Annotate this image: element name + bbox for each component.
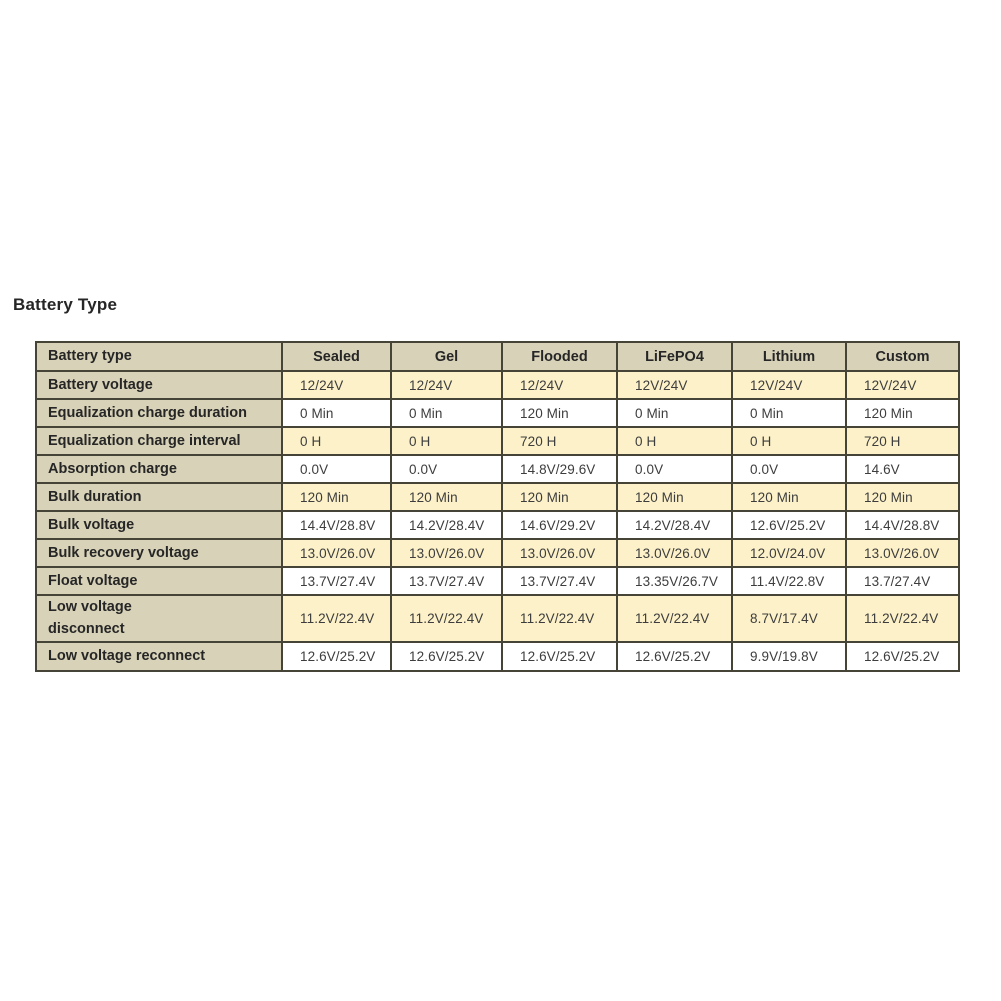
cell-value: 12.6V/25.2V — [501, 640, 618, 672]
cell-value: 12.6V/25.2V — [281, 640, 392, 672]
cell-value: 14.6V/29.2V — [501, 510, 618, 540]
cell-value: 0 Min — [616, 398, 733, 428]
cell-value: 0 H — [731, 426, 847, 456]
table-row: Bulk recovery voltage 13.0V/26.0V 13.0V/26… — [35, 538, 960, 568]
cell-value: 14.2V/28.4V — [390, 510, 503, 540]
cell-value: 720 H — [501, 426, 618, 456]
cell-value: 12V/24V — [616, 370, 733, 400]
cell-value: 0 H — [281, 426, 392, 456]
row-label: Bulk voltage — [35, 510, 283, 540]
row-label: Float voltage — [35, 566, 283, 596]
table-row: Low voltage reconnect 12.6V/25.2V 12.6V/25… — [35, 640, 960, 672]
cell-value: 120 Min — [390, 482, 503, 512]
cell-value: 0.0V — [390, 454, 503, 484]
cell-value: 9.9V/19.8V — [731, 640, 847, 672]
row-label: Absorption charge — [35, 454, 283, 484]
cell-value: 120 Min — [845, 398, 960, 428]
cell-value: 12V/24V — [845, 370, 960, 400]
table-row: Bulk voltage 14.4V/28.8V 14.2V/28.4V 14.6V/… — [35, 510, 960, 540]
cell-value: 14.4V/28.8V — [845, 510, 960, 540]
cell-value: 12/24V — [501, 370, 618, 400]
cell-value: 11.2V/22.4V — [501, 594, 618, 643]
cell-value: 13.0V/26.0V — [616, 538, 733, 568]
row-label: Bulk recovery voltage — [35, 538, 283, 568]
table-row: Float voltage 13.7V/27.4V 13.7V/27.4V 13.7V… — [35, 566, 960, 596]
table-body: Battery voltage 12/24V 12/24V 12/24V 12V/24V… — [35, 370, 960, 672]
cell-value: 120 Min — [281, 482, 392, 512]
cell-value: 13.7V/27.4V — [501, 566, 618, 596]
column-header-lifepo4: LiFePO4 — [616, 341, 733, 372]
cell-value: 12/24V — [390, 370, 503, 400]
cell-value: 11.2V/22.4V — [845, 594, 960, 643]
cell-value: 12.6V/25.2V — [616, 640, 733, 672]
column-header-flooded: Flooded — [501, 341, 618, 372]
cell-value: 13.7/27.4V — [845, 566, 960, 596]
cell-value: 120 Min — [501, 482, 618, 512]
cell-value: 14.8V/29.6V — [501, 454, 618, 484]
row-label: Equalization charge duration — [35, 398, 283, 428]
cell-value: 0.0V — [731, 454, 847, 484]
cell-value: 11.2V/22.4V — [390, 594, 503, 643]
cell-value: 13.35V/26.7V — [616, 566, 733, 596]
row-label: Bulk duration — [35, 482, 283, 512]
cell-value: 120 Min — [845, 482, 960, 512]
cell-value: 120 Min — [616, 482, 733, 512]
row-label: Equalization charge interval — [35, 426, 283, 456]
row-label: Low voltage disconnect — [35, 594, 283, 643]
cell-value: 8.7V/17.4V — [731, 594, 847, 643]
cell-value: 13.7V/27.4V — [390, 566, 503, 596]
table-header-row: Battery type Sealed Gel Flooded LiFePO4 … — [35, 341, 960, 372]
table-row: Bulk duration 120 Min 120 Min 120 Min 120 Mi… — [35, 482, 960, 512]
cell-value: 13.7V/27.4V — [281, 566, 392, 596]
cell-value: 0 H — [616, 426, 733, 456]
cell-value: 0.0V — [281, 454, 392, 484]
cell-value: 0 H — [390, 426, 503, 456]
cell-value: 14.6V — [845, 454, 960, 484]
cell-value: 12V/24V — [731, 370, 847, 400]
row-label: Low voltage reconnect — [35, 640, 283, 672]
cell-value: 13.0V/26.0V — [281, 538, 392, 568]
table-row: Absorption charge 0.0V 0.0V 14.8V/29.6V 0.0V… — [35, 454, 960, 484]
cell-value: 11.2V/22.4V — [281, 594, 392, 643]
cell-value: 11.2V/22.4V — [616, 594, 733, 643]
column-header-custom: Custom — [845, 341, 960, 372]
column-header-lithium: Lithium — [731, 341, 847, 372]
page-title: Battery Type — [13, 295, 118, 314]
cell-value: 14.4V/28.8V — [281, 510, 392, 540]
cell-value: 13.0V/26.0V — [501, 538, 618, 568]
cell-value: 120 Min — [501, 398, 618, 428]
cell-value: 13.0V/26.0V — [845, 538, 960, 568]
cell-value: 12.6V/25.2V — [731, 510, 847, 540]
column-header-battery-type: Battery type — [35, 341, 283, 372]
cell-value: 12.0V/24.0V — [731, 538, 847, 568]
cell-value: 0 Min — [390, 398, 503, 428]
table-row: Equalization charge duration 0 Min 0 Min 12… — [35, 398, 960, 428]
cell-value: 0.0V — [616, 454, 733, 484]
column-header-gel: Gel — [390, 341, 503, 372]
cell-value: 720 H — [845, 426, 960, 456]
cell-value: 12.6V/25.2V — [845, 640, 960, 672]
table-row: Battery voltage 12/24V 12/24V 12/24V 12V/24V… — [35, 370, 960, 400]
cell-value: 13.0V/26.0V — [390, 538, 503, 568]
cell-value: 12.6V/25.2V — [390, 640, 503, 672]
cell-value: 120 Min — [731, 482, 847, 512]
row-label: Battery voltage — [35, 370, 283, 400]
cell-value: 0 Min — [731, 398, 847, 428]
cell-value: 0 Min — [281, 398, 392, 428]
battery-type-table: Battery type Sealed Gel Flooded LiFePO4 … — [35, 341, 960, 672]
cell-value: 11.4V/22.8V — [731, 566, 847, 596]
cell-value: 12/24V — [281, 370, 392, 400]
table-row: Low voltage disconnect 11.2V/22.4V 11.2V/2… — [35, 594, 960, 643]
cell-value: 14.2V/28.4V — [616, 510, 733, 540]
column-header-sealed: Sealed — [281, 341, 392, 372]
